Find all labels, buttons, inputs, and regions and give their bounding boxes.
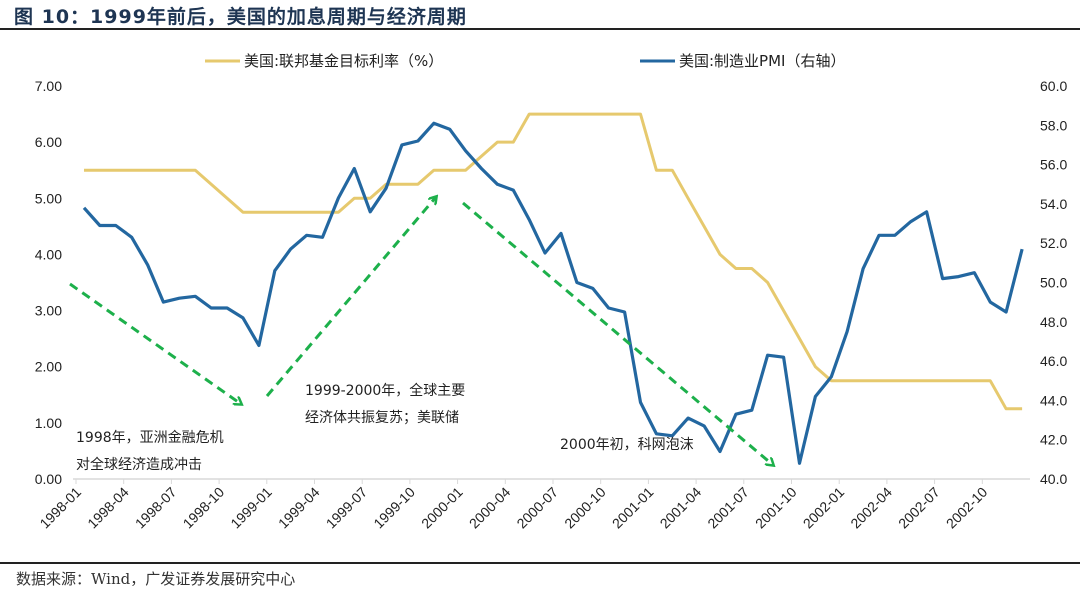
x-tick-label: 1998-07 [132, 484, 180, 532]
down-arrow-2000 [462, 201, 773, 465]
fed-rate-line [84, 112, 1023, 411]
annotations: 1998年，亚洲金融危机 对全球经济造成冲击 1999-2000年，全球主要 经… [76, 382, 694, 473]
x-tick-label: 2002-07 [895, 484, 943, 532]
legend-label-pmi: 美国:制造业PMI（右轴） [679, 52, 845, 70]
x-tick-label: 1999-04 [275, 484, 323, 532]
annotation-asia-crisis-line2: 对全球经济造成冲击 [76, 456, 202, 473]
x-tick-label: 1999-10 [370, 484, 418, 532]
y-left-tick-label: 6.00 [35, 134, 62, 150]
y-right-tick-label: 48.0 [1040, 314, 1067, 330]
source-rule [0, 562, 1080, 564]
y-right-tick-label: 52.0 [1040, 235, 1067, 251]
y-left-tick-label: 4.00 [35, 246, 62, 262]
trend-arrows [69, 197, 773, 465]
y-right-tick-label: 40.0 [1040, 471, 1067, 487]
legend-label-fed-rate: 美国:联邦基金目标利率（%） [244, 52, 443, 70]
y-right-tick-label: 60.0 [1040, 78, 1067, 94]
legend: 美国:联邦基金目标利率（%） 美国:制造业PMI（右轴） [205, 52, 845, 70]
x-tick-label: 1999-01 [227, 484, 275, 532]
y-right-tick-label: 50.0 [1040, 275, 1067, 291]
x-tick-label: 1999-07 [323, 484, 371, 532]
figure-title: 图 10：1999年前后，美国的加息周期与经济周期 [14, 6, 467, 28]
pmi-line [82, 121, 1024, 465]
x-tick-label: 2002-01 [800, 484, 848, 532]
source-note: 数据来源：Wind，广发证券发展研究中心 [16, 570, 296, 588]
y-right-tick-label: 54.0 [1040, 196, 1067, 212]
y-left-tick-label: 2.00 [35, 359, 62, 375]
y-right-tick-label: 44.0 [1040, 392, 1067, 408]
y-left-tick-label: 0.00 [35, 471, 62, 487]
y-right-tick-label: 58.0 [1040, 117, 1067, 133]
x-tick-label: 2000-07 [513, 484, 561, 532]
y-left-tick-label: 5.00 [35, 190, 62, 206]
down-arrow-1998 [69, 282, 241, 404]
x-tick-label: 2000-01 [418, 484, 466, 532]
y-right-tick-label: 42.0 [1040, 432, 1067, 448]
annotation-recovery-line1: 1999-2000年，全球主要 [305, 382, 465, 399]
annotation-dotcom: 2000年初，科网泡沫 [560, 436, 694, 453]
annotation-asia-crisis-line1: 1998年，亚洲金融危机 [76, 430, 224, 446]
x-tick-label: 2001-10 [752, 484, 800, 532]
y-right-tick-label: 56.0 [1040, 157, 1067, 173]
x-tick-label: 2001-04 [657, 484, 705, 532]
x-tick-label: 2001-01 [609, 484, 657, 532]
y-left-tick-label: 1.00 [35, 415, 62, 431]
y-left-tick-label: 7.00 [35, 78, 62, 94]
title-rule [0, 28, 1080, 30]
x-tick-label: 1998-10 [180, 484, 228, 532]
y-right-tick-label: 46.0 [1040, 353, 1067, 369]
x-tick-label: 1998-01 [36, 484, 84, 532]
series-lines [82, 112, 1024, 465]
x-tick-label: 2001-07 [704, 484, 752, 532]
x-tick-label: 2000-10 [561, 484, 609, 532]
x-tick-label: 2000-04 [466, 484, 514, 532]
y-left-tick-label: 3.00 [35, 303, 62, 319]
up-arrow-1999 [265, 197, 436, 397]
x-tick-label: 2002-04 [847, 484, 895, 532]
x-tick-label: 1998-04 [84, 484, 132, 532]
x-tick-label: 2002-10 [943, 484, 991, 532]
annotation-recovery-line2: 经济体共振复苏；美联储 [305, 409, 459, 426]
